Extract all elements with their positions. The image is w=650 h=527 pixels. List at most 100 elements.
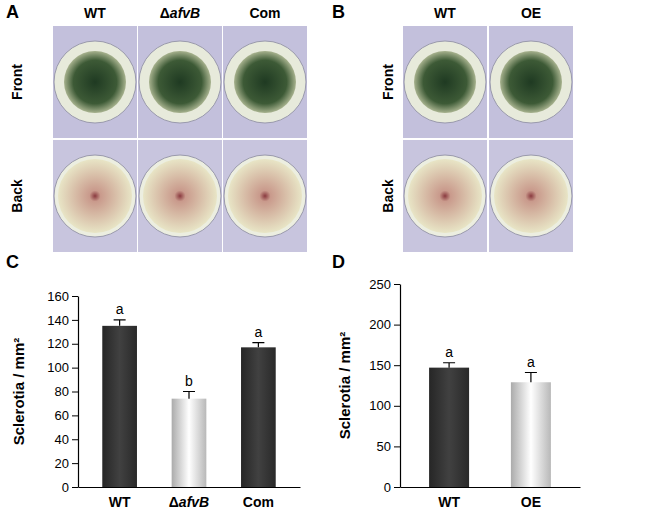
tick-mark bbox=[72, 344, 78, 345]
axis-line bbox=[79, 487, 301, 488]
error-bar bbox=[114, 320, 126, 326]
tick-label: 50 bbox=[377, 439, 391, 454]
petri-dish bbox=[54, 155, 136, 237]
colony bbox=[234, 51, 296, 113]
tick-label: 250 bbox=[369, 277, 391, 292]
tick: OE bbox=[521, 487, 541, 510]
bar bbox=[102, 326, 137, 487]
photo-background bbox=[138, 140, 222, 252]
column-label: OE bbox=[521, 5, 541, 21]
tick: Com bbox=[243, 487, 274, 510]
tick-label: WT bbox=[438, 494, 460, 510]
tick-mark bbox=[72, 463, 78, 464]
tick-label: 40 bbox=[55, 432, 69, 447]
tick-label: 200 bbox=[369, 317, 391, 332]
bar-chart: Caba020406080100120140160WTΔafvBComScler… bbox=[6, 252, 301, 510]
tick-mark bbox=[394, 446, 400, 447]
bar bbox=[241, 347, 276, 487]
significance-label: b bbox=[185, 373, 193, 389]
tick-mark bbox=[394, 284, 400, 285]
tick: ΔafvB bbox=[169, 487, 209, 510]
petri-dish bbox=[139, 41, 221, 123]
tick-label: OE bbox=[521, 494, 541, 510]
photo-background bbox=[489, 26, 573, 138]
photo-background bbox=[53, 26, 137, 138]
tick-label: 120 bbox=[47, 336, 69, 351]
tick: 140 bbox=[47, 313, 78, 328]
error-bar bbox=[183, 392, 195, 399]
colony bbox=[500, 51, 562, 113]
photo-panel: BWTOEFrontBack bbox=[332, 2, 573, 252]
bar bbox=[172, 399, 207, 487]
colony bbox=[228, 159, 302, 233]
tick: WT bbox=[109, 487, 131, 510]
photo-background bbox=[138, 26, 222, 138]
photo-background bbox=[403, 140, 487, 252]
tick: WT bbox=[438, 487, 460, 510]
tick-mark bbox=[72, 296, 78, 297]
tick: 200 bbox=[369, 317, 400, 332]
error-bar bbox=[443, 363, 455, 368]
tick-label: Com bbox=[243, 494, 274, 510]
y-axis: 0 50 100 150 200 250 bbox=[369, 277, 400, 495]
tick-mark bbox=[72, 487, 78, 488]
bar-chart: Daa050100150200250WTOESclerotia / mm² bbox=[332, 252, 581, 510]
significance-label: a bbox=[527, 354, 535, 370]
tick-mark bbox=[394, 487, 400, 488]
colony bbox=[494, 159, 568, 233]
tick-mark bbox=[394, 406, 400, 407]
tick-mark bbox=[72, 368, 78, 369]
row-label: Back bbox=[380, 179, 396, 213]
column-label: WT bbox=[434, 5, 456, 21]
axis-title: Sclerotia / mm² bbox=[336, 332, 353, 440]
axis-line bbox=[400, 285, 401, 488]
colony bbox=[143, 159, 217, 233]
bar bbox=[429, 368, 469, 487]
tick-label: 60 bbox=[55, 408, 69, 423]
tick: 160 bbox=[47, 289, 78, 304]
tick: 0 bbox=[62, 480, 78, 495]
petri-dish bbox=[54, 41, 136, 123]
panel-label: D bbox=[332, 252, 345, 272]
tick-mark bbox=[72, 320, 78, 321]
row-label: Back bbox=[9, 179, 25, 213]
tick-mark bbox=[72, 439, 78, 440]
tick-label: 160 bbox=[47, 289, 69, 304]
tick-mark bbox=[394, 365, 400, 366]
x-axis: WT ΔafvB Com bbox=[79, 487, 301, 510]
column-label: ΔafvB bbox=[160, 5, 200, 21]
colony bbox=[149, 51, 211, 113]
plot-area bbox=[102, 320, 275, 487]
tick-mark bbox=[394, 325, 400, 326]
tick-label: 100 bbox=[47, 360, 69, 375]
tick-label: 150 bbox=[369, 358, 391, 373]
row-label: Front bbox=[9, 64, 25, 100]
tick-label: WT bbox=[109, 494, 131, 510]
petri-dish bbox=[224, 41, 306, 123]
tick: 80 bbox=[55, 384, 78, 399]
column-label: Com bbox=[249, 5, 280, 21]
tick-label: 20 bbox=[55, 456, 69, 471]
petri-dish bbox=[139, 155, 221, 237]
significance-label: a bbox=[254, 324, 262, 340]
petri-dish bbox=[404, 155, 486, 237]
photo-background bbox=[223, 26, 307, 138]
figure: AWTΔafvBComFrontBackBWTOEFrontBackCaba02… bbox=[0, 0, 650, 527]
row-label: Front bbox=[380, 64, 396, 100]
petri-dish bbox=[490, 41, 572, 123]
petri-dish bbox=[490, 155, 572, 237]
tick-mark bbox=[72, 392, 78, 393]
photo-background bbox=[403, 26, 487, 138]
axis-line bbox=[78, 297, 79, 488]
plot-area bbox=[429, 363, 551, 487]
tick-mark bbox=[72, 415, 78, 416]
tick: 60 bbox=[55, 408, 78, 423]
tick-label: 100 bbox=[369, 398, 391, 413]
error-bar bbox=[525, 373, 537, 383]
colony bbox=[408, 159, 482, 233]
colony bbox=[58, 159, 132, 233]
tick-label: 0 bbox=[384, 480, 391, 495]
tick: 150 bbox=[369, 358, 400, 373]
tick: 100 bbox=[47, 360, 78, 375]
axis-line bbox=[401, 487, 581, 488]
